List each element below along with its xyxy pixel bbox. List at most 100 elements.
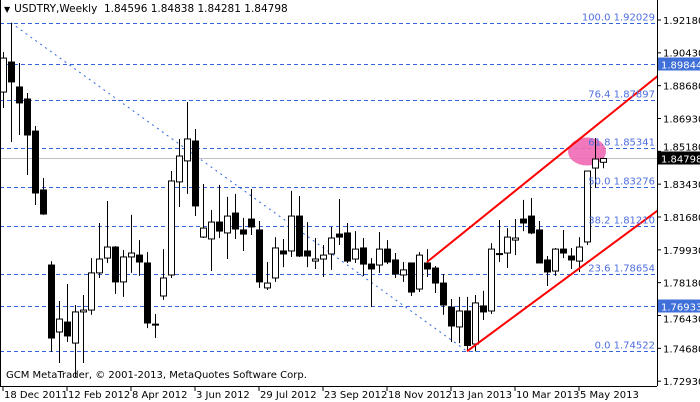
y-tick-label: 1.78180 xyxy=(663,279,700,290)
candle xyxy=(296,195,303,257)
candle xyxy=(552,247,559,276)
candle-body-bull xyxy=(104,246,111,259)
candle-body-bear xyxy=(280,250,287,255)
candle xyxy=(360,238,367,276)
candle xyxy=(592,138,599,188)
candle-body-bull xyxy=(584,170,591,243)
candle xyxy=(136,240,143,276)
candle-body-bull xyxy=(72,311,79,344)
candle xyxy=(520,199,527,232)
candle-body-bull xyxy=(88,272,95,311)
candle xyxy=(112,246,119,294)
candle xyxy=(456,296,463,344)
candle xyxy=(504,228,511,269)
chart-header: ▼ USDTRY,Weekly 1.84596 1.84838 1.84281 1… xyxy=(4,3,288,15)
trend-channel-line xyxy=(426,75,657,263)
current-price-label: 1.84798 xyxy=(661,155,700,166)
fib-level-label: 23.6 1.78654 xyxy=(588,264,655,275)
triangle-down-icon[interactable]: ▼ xyxy=(4,5,11,14)
high-value: 1.84838 xyxy=(150,3,195,15)
candle xyxy=(384,240,391,265)
candle xyxy=(200,183,207,239)
candle xyxy=(176,138,183,208)
candle xyxy=(600,157,607,169)
symbol-timeframe: USDTRY,Weekly xyxy=(14,3,98,15)
x-tick-label: 13 Jan 2013 xyxy=(452,390,512,401)
x-tick-label: 5 May 2013 xyxy=(580,390,639,401)
candle xyxy=(72,304,79,378)
candle-body-bull xyxy=(176,155,183,183)
candle xyxy=(224,196,231,260)
candle xyxy=(424,249,431,278)
candle-body-bear xyxy=(432,267,439,284)
candle xyxy=(512,219,519,256)
price-tag-label: 1.89844 xyxy=(661,61,700,72)
candle-body-bear xyxy=(216,221,223,232)
candle-body-bear xyxy=(344,232,351,262)
candle xyxy=(96,223,103,278)
candle-body-bear xyxy=(240,229,247,235)
fib-level-label: 76.4 1.87897 xyxy=(588,90,655,101)
candle xyxy=(328,226,335,270)
candle-body-bear xyxy=(368,263,375,270)
candle-body-bull xyxy=(320,254,327,260)
candle-body-bull xyxy=(288,215,295,252)
low-value: 1.84281 xyxy=(197,3,241,15)
fib-level-label: 61.8 1.85341 xyxy=(588,138,655,149)
current-price-tag xyxy=(658,151,700,165)
candle-body-bear xyxy=(296,215,303,257)
candle xyxy=(344,223,351,263)
candle-body-bull xyxy=(488,248,495,312)
price-tag-label: 1.76933 xyxy=(661,303,700,314)
candle xyxy=(8,22,15,142)
candle-body-bear xyxy=(112,246,119,283)
candle-body-bull xyxy=(120,256,127,283)
candle-body-bear xyxy=(480,305,487,313)
y-tick-label: 1.90430 xyxy=(663,49,700,60)
candle-body-bear xyxy=(232,212,239,230)
candle xyxy=(440,274,447,315)
candle-body-bear xyxy=(256,229,263,283)
candle-body-bull xyxy=(264,282,271,289)
candle xyxy=(488,243,495,314)
candle-body-bear xyxy=(384,248,391,263)
candle xyxy=(544,256,551,287)
candle-body-bull xyxy=(496,253,503,256)
candle xyxy=(392,253,399,278)
candle-body-bear xyxy=(40,189,47,215)
candle-body-bull xyxy=(456,310,463,328)
candle-body-bear xyxy=(536,229,543,264)
close-value: 1.84798 xyxy=(244,3,288,15)
candle xyxy=(480,290,487,320)
candle xyxy=(144,252,151,329)
candle-body-bull xyxy=(472,302,479,345)
candle-body-bull xyxy=(128,252,135,258)
candle xyxy=(576,237,583,272)
fib-level-label: 50.0 1.83276 xyxy=(588,177,655,188)
candle xyxy=(80,295,87,363)
candle xyxy=(376,232,383,273)
y-tick-label: 1.72930 xyxy=(663,377,700,388)
candle-body-bull xyxy=(200,227,207,238)
candle xyxy=(168,171,175,278)
fib-level-label: 100.0 1.92029 xyxy=(582,13,655,24)
candle-body-bear xyxy=(192,140,199,207)
y-tick-label: 1.86930 xyxy=(663,114,700,125)
candle xyxy=(352,231,359,263)
candle-body-bear xyxy=(360,247,367,265)
candle xyxy=(568,247,575,269)
x-tick-label: 3 Jun 2012 xyxy=(196,390,250,401)
candle xyxy=(56,301,63,363)
y-tick-label: 1.85180 xyxy=(663,143,700,154)
candle-body-bear xyxy=(424,262,431,270)
candle-body-bull xyxy=(224,215,231,234)
y-tick-label: 1.76430 xyxy=(663,315,700,326)
candle-body-bear xyxy=(136,254,143,263)
candle-body-bear xyxy=(304,250,311,257)
fib-level-label: 0.0 1.74522 xyxy=(595,341,655,352)
y-tick-label: 1.88680 xyxy=(663,82,700,93)
x-tick-label: 12 Feb 2012 xyxy=(68,390,130,401)
candle-body-bear xyxy=(408,262,415,293)
candle-body-bull xyxy=(168,180,175,276)
